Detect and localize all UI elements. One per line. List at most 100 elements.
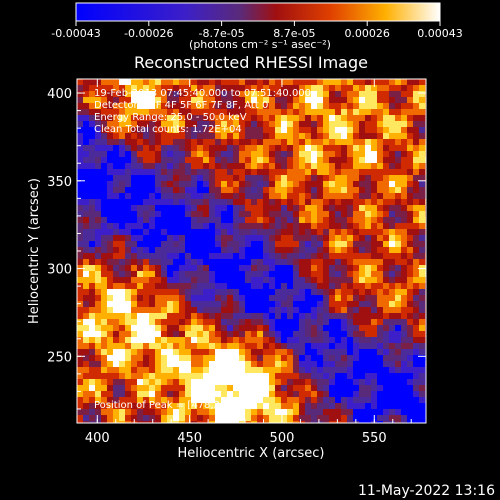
- heatmap-cell: [107, 169, 113, 175]
- heatmap-cell: [341, 133, 347, 139]
- colorbar-tick-label: -0.00043: [51, 27, 100, 40]
- heatmap-cell: [233, 265, 239, 271]
- heatmap-cell: [83, 277, 89, 283]
- heatmap-cell: [227, 355, 233, 361]
- heatmap-cell: [185, 169, 191, 175]
- heatmap-cell: [335, 289, 341, 295]
- heatmap-cell: [293, 331, 299, 337]
- heatmap-cell: [347, 409, 353, 415]
- heatmap-cell: [101, 187, 107, 193]
- heatmap-cell: [329, 169, 335, 175]
- heatmap-cell: [185, 349, 191, 355]
- heatmap-cell: [179, 415, 185, 421]
- heatmap-cell: [275, 259, 281, 265]
- heatmap-cell: [179, 337, 185, 343]
- heatmap-cell: [275, 325, 281, 331]
- heatmap-cell: [383, 379, 389, 385]
- heatmap-cell: [95, 151, 101, 157]
- heatmap-cell: [257, 295, 263, 301]
- heatmap-cell: [401, 277, 407, 283]
- heatmap-cell: [377, 373, 383, 379]
- heatmap-cell: [413, 163, 419, 169]
- heatmap-cell: [281, 265, 287, 271]
- heatmap-cell: [407, 307, 413, 313]
- heatmap-cell: [281, 319, 287, 325]
- heatmap-cell: [77, 133, 83, 139]
- heatmap-cell: [305, 241, 311, 247]
- heatmap-cell: [221, 217, 227, 223]
- heatmap-cell: [239, 301, 245, 307]
- heatmap-cell: [311, 181, 317, 187]
- heatmap-cell: [305, 229, 311, 235]
- heatmap-cell: [149, 79, 155, 85]
- heatmap-cell: [335, 79, 341, 85]
- heatmap-cell: [239, 91, 245, 97]
- heatmap-cell: [383, 211, 389, 217]
- heatmap-cell: [365, 301, 371, 307]
- heatmap-cell: [209, 223, 215, 229]
- heatmap-cell: [287, 223, 293, 229]
- heatmap-cell: [131, 289, 137, 295]
- heatmap-cell: [179, 373, 185, 379]
- heatmap-cell: [149, 283, 155, 289]
- heatmap-cell: [155, 397, 161, 403]
- heatmap-cell: [365, 277, 371, 283]
- heatmap-cell: [365, 187, 371, 193]
- heatmap-cell: [293, 301, 299, 307]
- heatmap-cell: [389, 313, 395, 319]
- heatmap-cell: [245, 283, 251, 289]
- heatmap-cell: [197, 163, 203, 169]
- heatmap-cell: [395, 301, 401, 307]
- heatmap-cell: [275, 157, 281, 163]
- heatmap-cell: [125, 277, 131, 283]
- heatmap-cell: [221, 337, 227, 343]
- heatmap-cell: [113, 289, 119, 295]
- heatmap-cell: [347, 403, 353, 409]
- heatmap-cell: [311, 337, 317, 343]
- heatmap-cell: [191, 211, 197, 217]
- heatmap-cell: [347, 253, 353, 259]
- heatmap-cell: [179, 205, 185, 211]
- heatmap-cell: [185, 187, 191, 193]
- heatmap-cell: [347, 373, 353, 379]
- heatmap-cell: [365, 337, 371, 343]
- heatmap-cell: [209, 253, 215, 259]
- heatmap-cell: [401, 109, 407, 115]
- heatmap-cell: [83, 367, 89, 373]
- heatmap-cell: [389, 373, 395, 379]
- heatmap-cell: [161, 139, 167, 145]
- heatmap-cell: [329, 289, 335, 295]
- heatmap-cell: [155, 343, 161, 349]
- heatmap-cell: [125, 109, 131, 115]
- heatmap-cell: [149, 151, 155, 157]
- heatmap-cell: [383, 175, 389, 181]
- heatmap-cell: [317, 409, 323, 415]
- heatmap-cell: [329, 277, 335, 283]
- heatmap-cell: [233, 223, 239, 229]
- heatmap-cell: [347, 313, 353, 319]
- heatmap-cell: [419, 181, 425, 187]
- heatmap-cell: [185, 103, 191, 109]
- heatmap-cell: [161, 379, 167, 385]
- heatmap-cell: [203, 211, 209, 217]
- heatmap-cell: [323, 121, 329, 127]
- heatmap-cell: [383, 85, 389, 91]
- heatmap-cell: [377, 157, 383, 163]
- heatmap-cell: [239, 169, 245, 175]
- heatmap-cell: [269, 103, 275, 109]
- heatmap-cell: [341, 277, 347, 283]
- heatmap-cell: [305, 415, 311, 421]
- heatmap-cell: [311, 103, 317, 109]
- heatmap-cell: [305, 163, 311, 169]
- heatmap-cell: [323, 97, 329, 103]
- heatmap-cell: [83, 409, 89, 415]
- heatmap-cell: [257, 307, 263, 313]
- heatmap-cell: [203, 397, 209, 403]
- heatmap-cell: [173, 397, 179, 403]
- heatmap-cell: [353, 229, 359, 235]
- heatmap-cell: [239, 235, 245, 241]
- heatmap-cell: [89, 403, 95, 409]
- heatmap-cell: [407, 301, 413, 307]
- heatmap-cell: [329, 385, 335, 391]
- heatmap-cell: [143, 403, 149, 409]
